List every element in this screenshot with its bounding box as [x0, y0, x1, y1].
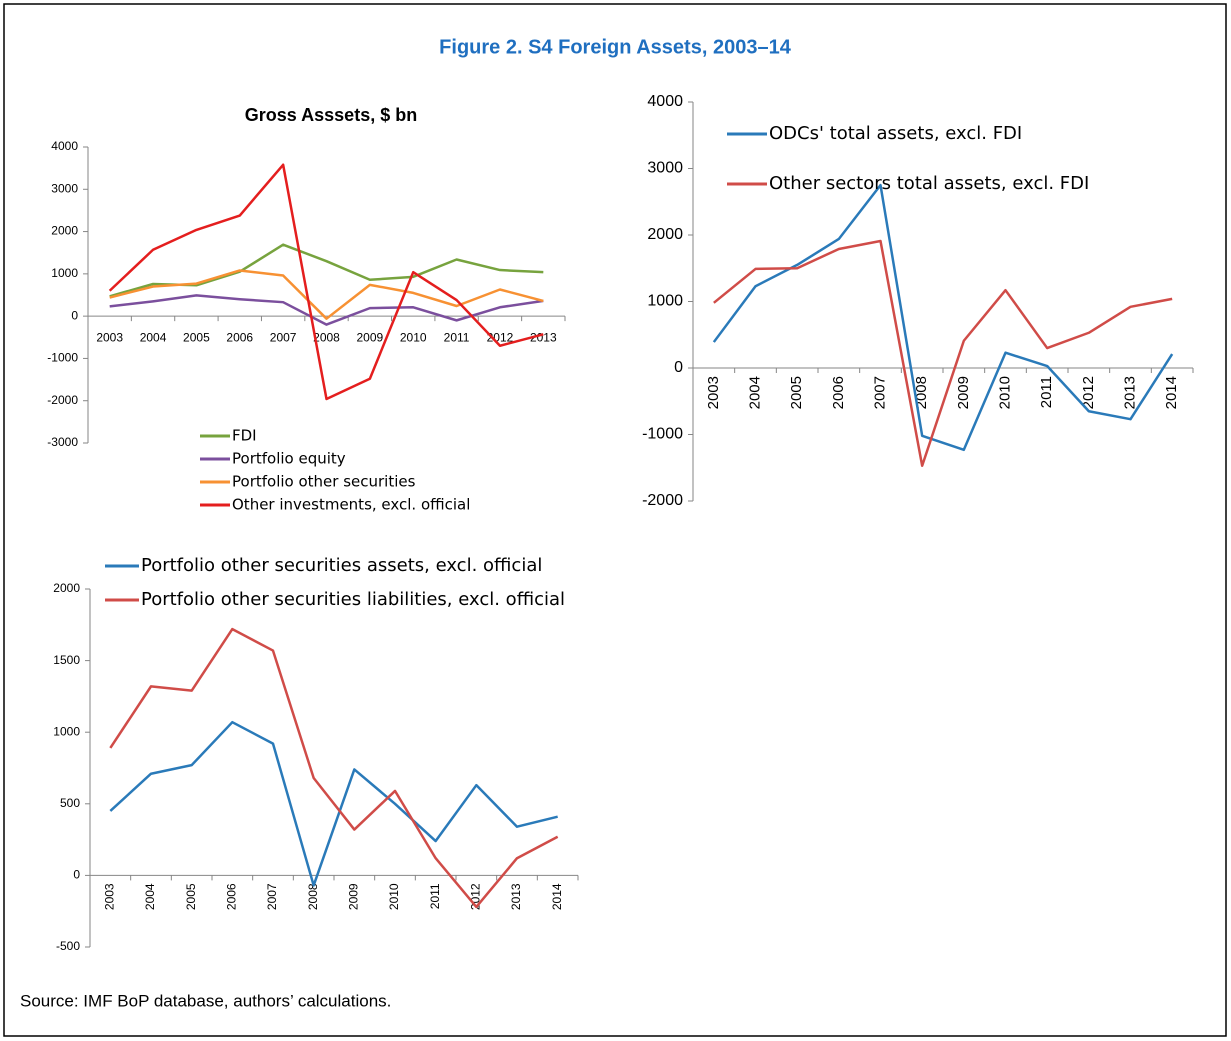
y-tick-label: 1500 — [53, 653, 80, 667]
x-tick-label: 2009 — [357, 330, 384, 344]
x-tick-label: 2004 — [746, 376, 763, 409]
x-tick-label: 2010 — [387, 883, 401, 910]
y-tick-label: 4000 — [647, 93, 683, 110]
chart-title: Gross Asssets, $ bn — [245, 105, 417, 125]
series-line — [108, 163, 544, 401]
x-tick-label: 2009 — [347, 883, 361, 910]
y-tick-label: 0 — [674, 359, 683, 376]
figure-title: Figure 2. S4 Foreign Assets, 2003–14 — [439, 36, 792, 58]
series-line — [712, 183, 1174, 452]
x-tick-label: 2006 — [830, 376, 847, 409]
series-line — [109, 243, 544, 298]
y-tick-label: 2000 — [53, 581, 80, 595]
x-tick-label: 2009 — [955, 376, 972, 409]
x-tick-label: 2013 — [509, 883, 523, 910]
x-tick-label: 2003 — [96, 330, 123, 344]
series-line — [109, 269, 544, 320]
y-tick-label: -2000 — [47, 393, 78, 407]
x-tick-label: 2012 — [1080, 376, 1097, 409]
y-tick-label: 1000 — [647, 293, 683, 310]
y-tick-label: 3000 — [647, 160, 683, 177]
x-tick-label: 2011 — [444, 330, 470, 344]
x-tick-label: 2011 — [1038, 376, 1055, 408]
x-tick-label: 2007 — [871, 376, 888, 409]
x-tick-label: 2005 — [788, 376, 805, 409]
series-line — [109, 627, 559, 909]
x-tick-label: 2006 — [225, 883, 239, 910]
y-tick-label: 0 — [73, 868, 80, 882]
series-line — [713, 239, 1173, 468]
y-tick-label: 2000 — [51, 224, 78, 238]
y-tick-label: -3000 — [47, 435, 78, 449]
x-tick-label: 2013 — [1121, 376, 1138, 409]
y-tick-label: 1000 — [51, 266, 78, 280]
x-tick-label: 2007 — [265, 883, 279, 910]
x-tick-label: 2010 — [400, 330, 427, 344]
source-note: Source: IMF BoP database, authors’ calcu… — [20, 991, 391, 1010]
y-tick-label: 1000 — [53, 724, 80, 738]
x-tick-label: 2003 — [103, 883, 117, 910]
frame — [3, 3, 1227, 1037]
y-tick-label: -1000 — [47, 351, 78, 365]
y-tick-label: 4000 — [51, 139, 78, 153]
y-tick-label: 2000 — [647, 226, 683, 243]
x-tick-label: 2014 — [1163, 376, 1180, 409]
x-tick-label: 2012 — [487, 330, 514, 344]
legend-label: Portfolio other securities assets, excl.… — [141, 555, 542, 576]
y-tick-label: -2000 — [642, 492, 683, 509]
x-tick-label: 2005 — [183, 330, 210, 344]
x-tick-label: 2014 — [550, 883, 564, 910]
x-tick-label: 2005 — [184, 883, 198, 910]
y-tick-label: -500 — [56, 939, 80, 953]
y-tick-label: 3000 — [51, 181, 78, 195]
x-tick-label: 2013 — [530, 330, 557, 344]
x-tick-label: 2007 — [270, 330, 297, 344]
x-tick-label: 2003 — [705, 376, 722, 409]
x-tick-label: 2008 — [306, 883, 320, 910]
x-tick-label: 2010 — [996, 376, 1013, 409]
x-tick-label: 2006 — [226, 330, 253, 344]
legend-label: Other sectors total assets, excl. FDI — [769, 173, 1089, 194]
x-tick-label: 2011 — [428, 883, 442, 909]
y-tick-label: -1000 — [642, 426, 683, 443]
legend-label: Portfolio other securities — [232, 473, 416, 491]
legend-label: Other investments, excl. official — [232, 496, 470, 514]
series-line — [109, 720, 558, 887]
legend-label: Portfolio equity — [232, 450, 346, 468]
y-tick-label: 500 — [60, 796, 80, 810]
x-tick-label: 2004 — [140, 330, 167, 344]
x-tick-label: 2004 — [143, 883, 157, 910]
y-tick-label: 0 — [71, 308, 78, 322]
x-tick-label: 2008 — [313, 330, 340, 344]
legend-label: ODCs' total assets, excl. FDI — [769, 123, 1022, 144]
legend-label: Portfolio other securities liabilities, … — [141, 589, 565, 610]
legend-label: FDI — [232, 427, 257, 445]
